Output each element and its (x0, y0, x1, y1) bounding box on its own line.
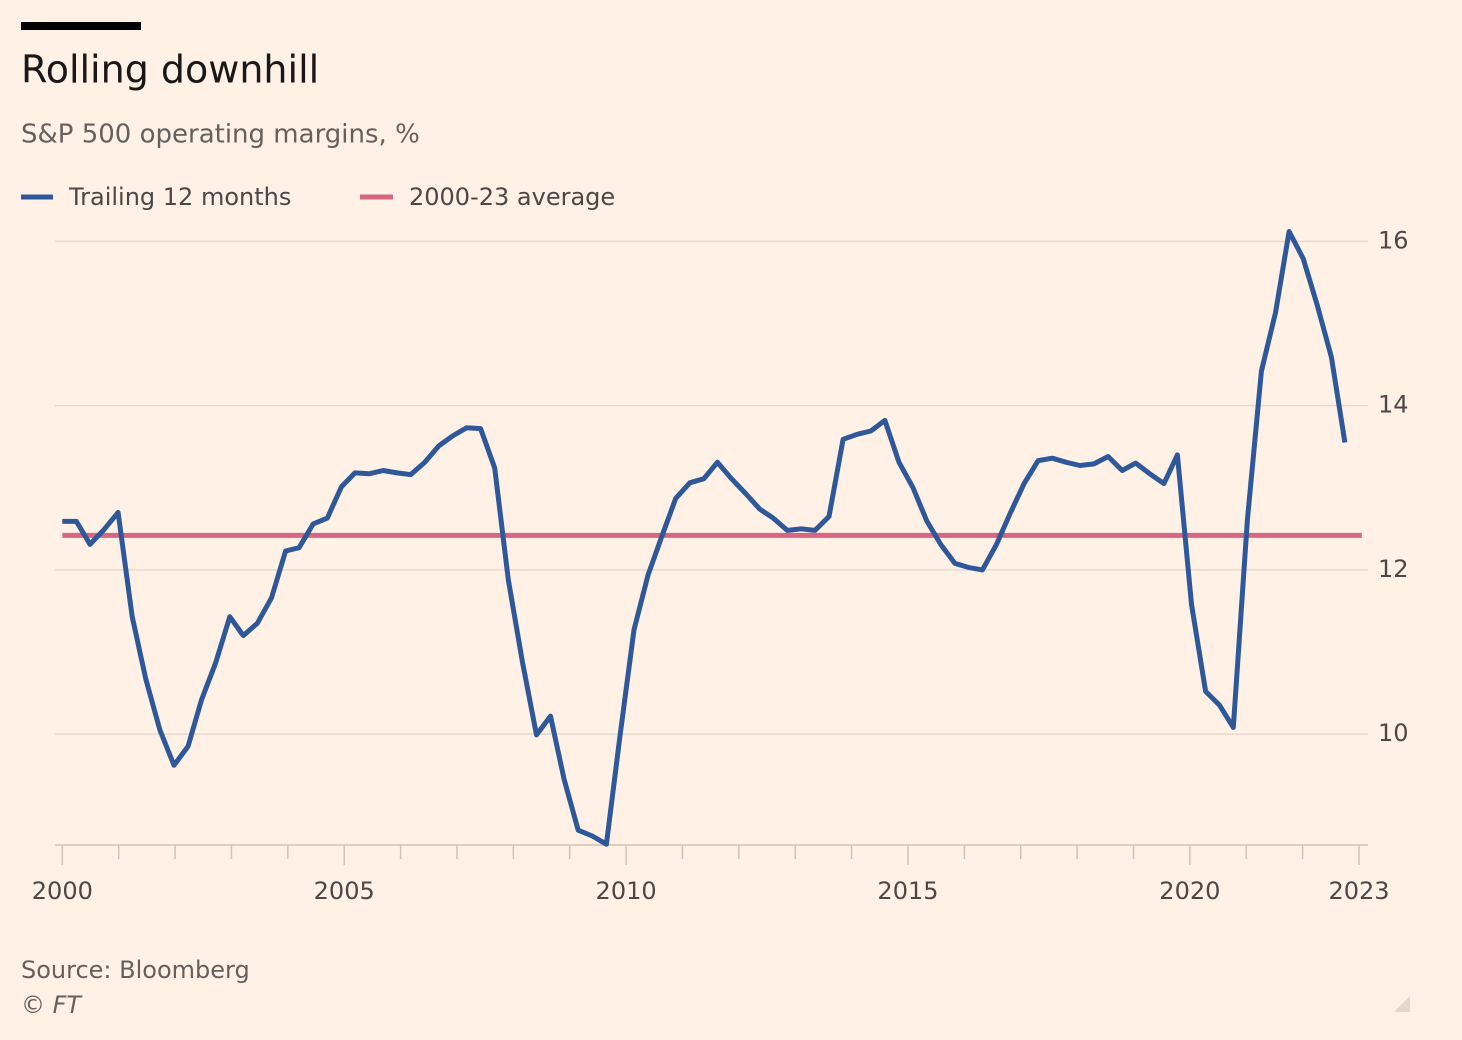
chart-title: Rolling downhill (21, 48, 319, 92)
series-line (62, 229, 1348, 847)
top-bar (21, 22, 141, 30)
y-tick-label: 14 (1378, 391, 1409, 419)
source: Source: Bloomberg (21, 956, 250, 984)
chart-subtitle: S&P 500 operating margins, % (21, 120, 420, 150)
y-tick-label: 10 (1378, 719, 1409, 747)
x-tick-label: 2023 (1328, 877, 1389, 905)
legend-label: Trailing 12 months (68, 183, 291, 211)
x-tick-label: 2020 (1159, 877, 1220, 905)
x-tick-label: 2005 (314, 877, 375, 905)
resize-corner (1394, 996, 1410, 1012)
y-tick-label: 12 (1378, 555, 1409, 583)
x-tick-label: 2010 (596, 877, 657, 905)
x-tick-label: 2015 (877, 877, 938, 905)
y-tick-label: 16 (1378, 226, 1409, 254)
copyright: © FT (21, 991, 83, 1019)
x-tick-label: 2000 (32, 877, 93, 905)
legend-label: 2000-23 average (409, 183, 615, 211)
